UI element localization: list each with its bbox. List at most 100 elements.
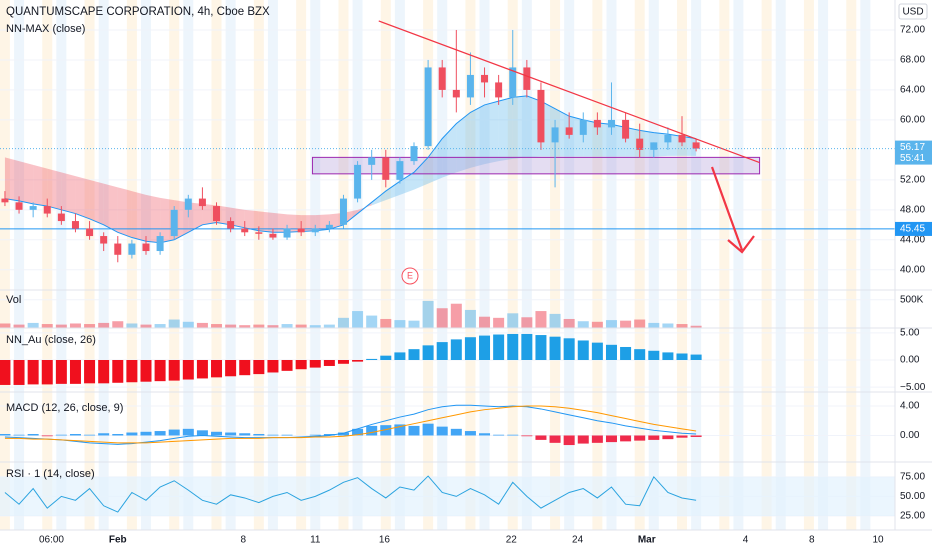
bar xyxy=(479,433,491,436)
bar xyxy=(605,320,617,328)
ribbon-segment xyxy=(230,207,245,228)
ribbon-segment xyxy=(174,200,189,240)
bar xyxy=(634,349,646,360)
ribbon-segment xyxy=(216,205,231,225)
pane-title: NN_Au (close, 26) xyxy=(6,334,96,346)
bar xyxy=(408,349,420,360)
session-shade xyxy=(719,0,730,530)
candle-body xyxy=(213,206,221,222)
currency: USD xyxy=(902,7,923,18)
macd-line xyxy=(4,404,697,445)
ribbon-segment xyxy=(442,123,457,178)
bar xyxy=(648,350,660,360)
ribbon-segment xyxy=(682,136,697,156)
bar xyxy=(676,435,688,438)
y-tick-label: 500K xyxy=(900,294,924,305)
session-shade xyxy=(677,0,688,530)
bar xyxy=(309,325,321,328)
bar xyxy=(239,360,251,376)
candle-body xyxy=(607,119,615,128)
session-shade xyxy=(338,0,349,530)
bar xyxy=(55,360,67,384)
candle-body xyxy=(565,127,573,135)
bar xyxy=(69,360,81,384)
session-shade xyxy=(437,0,448,530)
session-shade xyxy=(564,0,575,530)
bar xyxy=(464,337,476,360)
candle-body xyxy=(128,243,136,255)
session-shade xyxy=(733,0,744,530)
bar xyxy=(112,360,124,383)
bar xyxy=(281,360,293,371)
bar xyxy=(521,435,533,437)
candle-body xyxy=(29,206,37,210)
x-tick-label: 16 xyxy=(379,535,391,546)
candle-body xyxy=(297,228,305,233)
x-tick-label: Mar xyxy=(638,535,656,546)
candle-body xyxy=(636,138,644,150)
candle-body xyxy=(509,67,517,98)
ribbon-segment xyxy=(103,183,118,233)
plot-area xyxy=(0,20,895,517)
bar xyxy=(182,360,194,380)
bar xyxy=(690,354,702,360)
y-tick-label: 60.00 xyxy=(900,115,925,126)
ribbon-segment xyxy=(75,176,90,219)
candle-body xyxy=(354,164,362,199)
ribbon-segment xyxy=(272,212,288,233)
candle-body xyxy=(537,89,545,143)
candle-body xyxy=(593,119,601,128)
x-tick-label: 22 xyxy=(506,535,518,546)
bar xyxy=(211,360,223,378)
session-shade xyxy=(423,0,434,530)
bar xyxy=(422,345,434,360)
bar xyxy=(676,353,688,360)
bar xyxy=(140,324,152,328)
candle-body xyxy=(396,161,404,180)
bar xyxy=(464,431,476,436)
y-tick-label: 0.00 xyxy=(900,430,920,441)
bar xyxy=(112,434,124,436)
bar xyxy=(521,333,533,360)
candle-body xyxy=(142,243,150,252)
bar xyxy=(168,319,180,328)
last-price-label: 56.17 xyxy=(900,142,925,153)
x-tick-label: 10 xyxy=(873,535,885,546)
candle-body xyxy=(198,198,206,207)
ribbon-segment xyxy=(160,197,175,243)
bar xyxy=(55,324,67,328)
bar xyxy=(436,308,448,328)
bar xyxy=(563,338,575,360)
session-shade xyxy=(394,0,405,530)
bar xyxy=(366,425,378,436)
session-shade xyxy=(56,0,67,530)
ribbon-segment xyxy=(470,104,485,168)
session-shade xyxy=(169,0,180,530)
session-shade xyxy=(380,0,391,530)
candle-body xyxy=(650,142,658,150)
bar xyxy=(422,423,434,436)
bar xyxy=(662,435,674,440)
bar xyxy=(55,434,67,436)
y-tick-label: 5.00 xyxy=(900,328,920,339)
ribbon-segment xyxy=(428,138,443,184)
bar xyxy=(168,429,180,436)
session-shade xyxy=(465,0,476,530)
bar xyxy=(211,431,223,436)
bar xyxy=(27,434,39,436)
candle-body xyxy=(664,134,672,143)
session-shade xyxy=(775,0,786,530)
bar xyxy=(648,322,660,328)
candle-body xyxy=(114,243,122,255)
bar xyxy=(0,434,11,436)
bar xyxy=(549,336,561,360)
bar xyxy=(281,324,293,328)
ribbon-segment xyxy=(583,119,598,157)
candle-body xyxy=(495,82,503,98)
bar xyxy=(196,322,208,328)
session-shade xyxy=(211,0,222,530)
bar xyxy=(13,324,25,328)
bar xyxy=(408,425,420,436)
bar xyxy=(352,428,364,436)
